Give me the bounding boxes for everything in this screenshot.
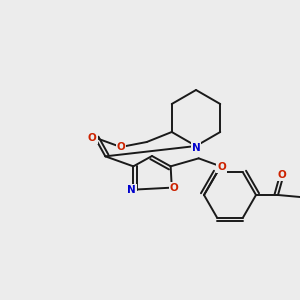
- Text: O: O: [169, 183, 178, 193]
- Text: N: N: [192, 143, 200, 153]
- Text: O: O: [88, 133, 97, 143]
- Text: N: N: [127, 185, 136, 195]
- Text: O: O: [217, 162, 226, 172]
- Text: O: O: [278, 170, 286, 180]
- Text: O: O: [116, 142, 125, 152]
